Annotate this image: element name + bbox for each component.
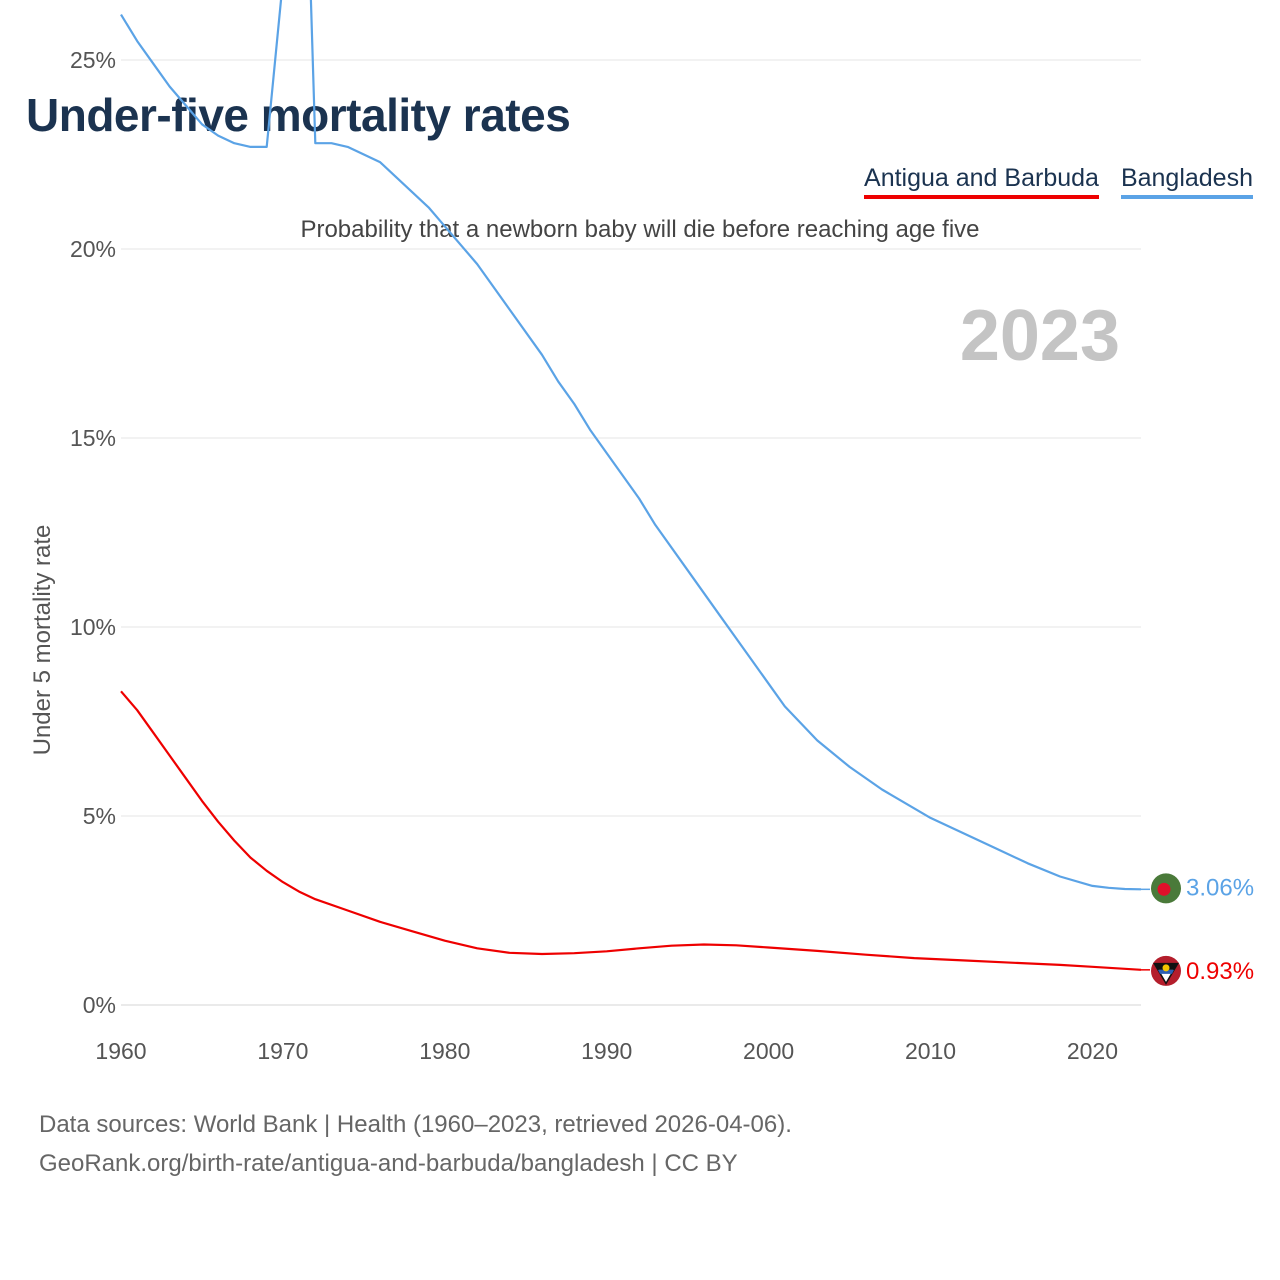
legend: Antigua and Barbuda Bangladesh <box>864 164 1253 199</box>
year-watermark: 2023 <box>960 296 1120 376</box>
y-tick-label: 25% <box>70 47 116 73</box>
x-tick-label: 1960 <box>95 1038 146 1064</box>
y-tick-label: 15% <box>70 425 116 451</box>
end-value-label-bangladesh: 3.06% <box>1186 874 1254 901</box>
y-tick-label: 20% <box>70 236 116 262</box>
x-tick-label: 2020 <box>1067 1038 1118 1064</box>
legend-item-bangladesh[interactable]: Bangladesh <box>1120 164 1253 199</box>
series-line-bangladesh <box>120 0 1142 891</box>
end-markers: 3.06% 0.93% <box>1141 873 1254 986</box>
legend-item-antigua-and-barbuda[interactable]: Antigua and Barbuda <box>864 164 1099 199</box>
gridlines <box>121 59 1141 1006</box>
line-chart: 0%5%10%15%20%25%30%35% 19601970198019902… <box>29 0 1254 1064</box>
y-axis-ticks: 0%5%10%15%20%25%30%35% <box>70 47 116 1018</box>
y-tick-label: 5% <box>83 803 116 829</box>
x-tick-label: 1990 <box>581 1038 632 1064</box>
source-line-1: Data sources: World Bank | Health (1960–… <box>39 1111 792 1138</box>
bangladesh-flag-icon <box>1151 873 1181 904</box>
antigua-and-barbuda-flag-icon <box>1151 955 1181 986</box>
y-tick-label: 0% <box>83 992 116 1018</box>
y-tick-label: 10% <box>70 614 116 640</box>
source-note: Data sources: World Bank | Health (1960–… <box>39 1105 792 1183</box>
x-tick-label: 1970 <box>257 1038 308 1064</box>
y-axis-label: Under 5 mortality rate <box>29 525 56 756</box>
chart-title: Under-five mortality rates <box>26 89 571 141</box>
chart-subtitle: Probability that a newborn baby will die… <box>300 216 980 243</box>
series-line-antigua-and-barbuda <box>120 690 1142 971</box>
x-tick-label: 2010 <box>905 1038 956 1064</box>
series-lines <box>120 0 1142 971</box>
x-tick-label: 2000 <box>743 1038 794 1064</box>
x-axis-ticks: 1960 1970 1980 1990 2000 2010 2020 <box>95 1038 1118 1064</box>
x-tick-label: 1980 <box>419 1038 470 1064</box>
end-value-label-antigua-and-barbuda: 0.93% <box>1186 958 1254 985</box>
source-line-2[interactable]: GeoRank.org/birth-rate/antigua-and-barbu… <box>39 1150 738 1177</box>
